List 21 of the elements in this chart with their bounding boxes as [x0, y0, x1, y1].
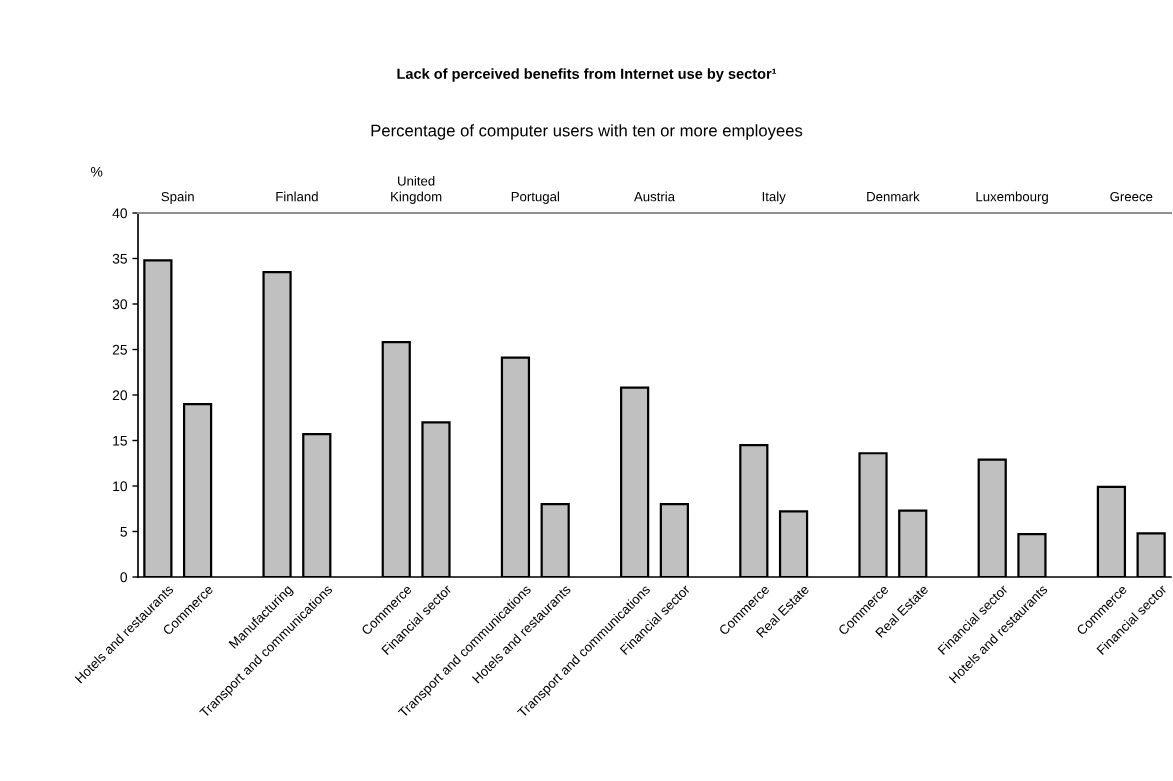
y-tick-label: 35 [112, 253, 127, 264]
y-tick-label: 0 [120, 572, 128, 583]
y-tick-label: 40 [112, 208, 128, 219]
y-tick-label: 10 [113, 481, 128, 492]
y-tick-label: 5 [120, 526, 127, 537]
chart-title: Lack of perceived benefits from Internet use by sector¹ [397, 68, 777, 82]
y-tick-label: 15 [113, 435, 127, 446]
text: United Kingdom [391, 175, 442, 204]
text: Italy [762, 191, 786, 204]
chart-subtitle: Percentage of computer users with ten or more employees [371, 124, 803, 140]
text: Denmark [867, 191, 920, 202]
text: Greece [1110, 191, 1153, 202]
text: Finland [276, 191, 318, 202]
text: Spain [161, 191, 194, 204]
text: Portugal [511, 191, 559, 204]
y-axis-title: % [91, 166, 103, 177]
y-tick-label: 30 [112, 299, 128, 310]
text: Austria [633, 191, 676, 202]
y-tick-label: 20 [112, 390, 128, 401]
y-tick-label: 25 [112, 344, 127, 355]
text: Luxembourg [976, 191, 1048, 204]
